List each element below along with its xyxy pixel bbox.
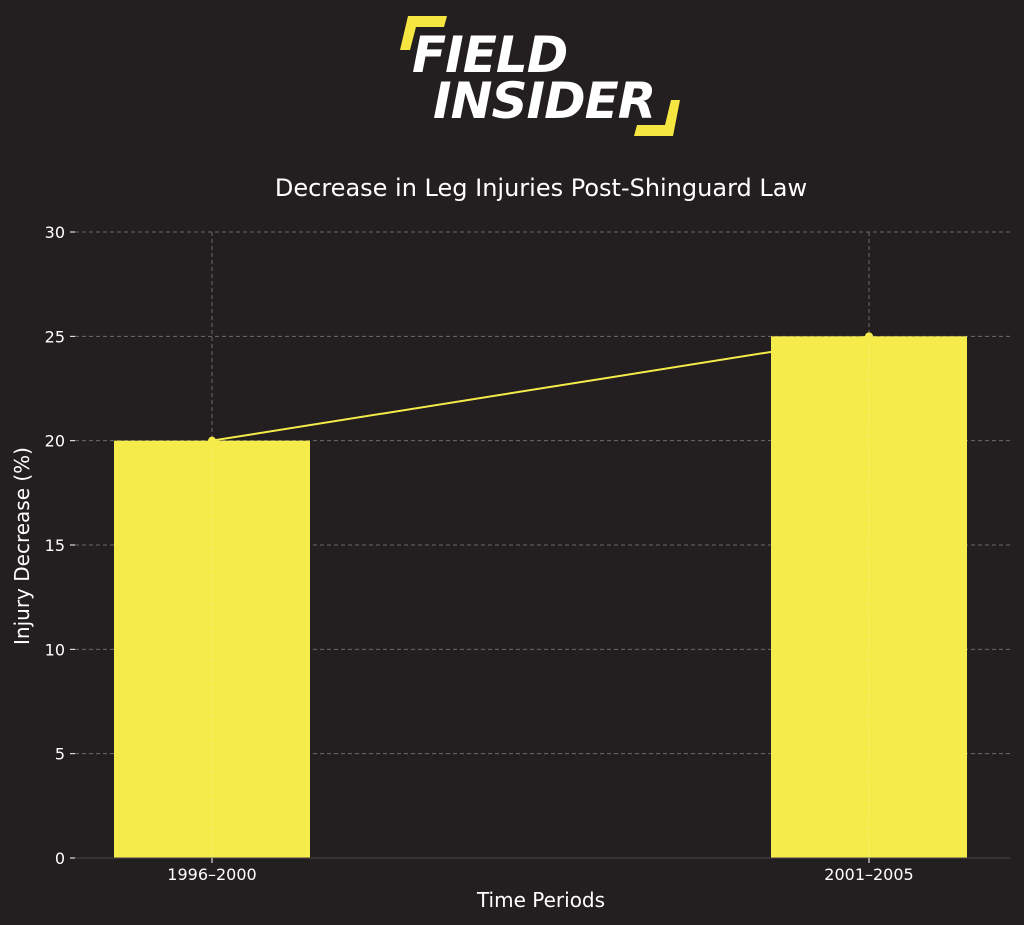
x-axis-label: Time Periods: [476, 888, 605, 912]
y-tick-label: 15: [45, 536, 65, 555]
y-tick-label: 25: [45, 327, 65, 346]
logo-line-1: FIELD: [412, 26, 567, 84]
bar-1: [114, 440, 310, 858]
bar-2: [771, 336, 967, 858]
y-tick-label: 5: [55, 745, 65, 764]
x-tick-label: 1996–2000: [167, 865, 256, 884]
y-axis-label: Injury Decrease (%): [10, 447, 34, 645]
y-tick-label: 20: [45, 432, 65, 451]
trend-line: [211, 335, 870, 442]
y-tick-label: 0: [55, 849, 65, 868]
logo-bracket-top-left-icon: [400, 16, 447, 50]
axis-layer: 0 5 10 15 20 25 30 1996–2000 2001–2005: [45, 223, 1010, 884]
y-tick-label: 30: [45, 223, 65, 242]
chart-title: Decrease in Leg Injuries Post-Shinguard …: [275, 174, 807, 202]
line-layer: [208, 332, 873, 445]
trend-point-2: [865, 332, 873, 341]
trend-point-1: [208, 436, 216, 445]
y-tick-label: 10: [45, 640, 65, 659]
bar-layer: [114, 336, 967, 858]
logo-line-2: INSIDER: [433, 72, 655, 130]
logo-bracket-bottom-right-icon: [634, 100, 680, 136]
x-tick-label: 2001–2005: [824, 865, 913, 884]
field-insider-logo: FIELD INSIDER: [400, 16, 680, 136]
